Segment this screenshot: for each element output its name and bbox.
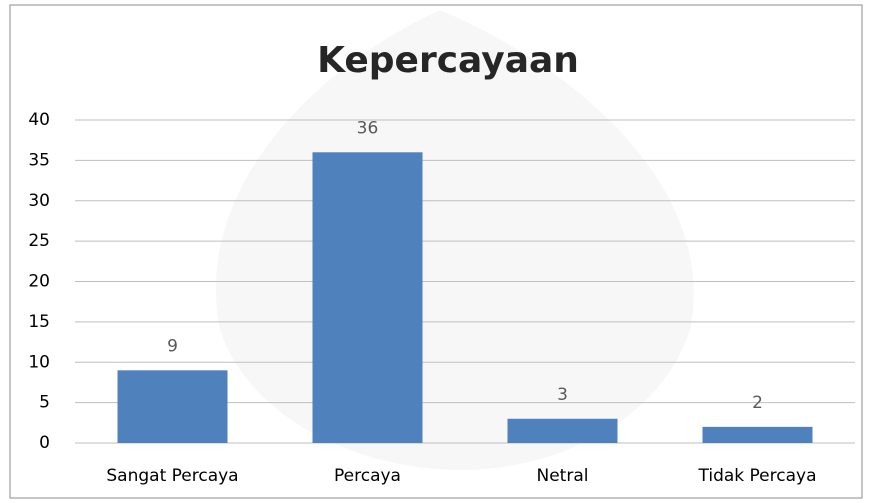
y-tick-label: 15	[28, 312, 50, 332]
y-tick-label: 35	[28, 150, 50, 170]
x-tick-label: Percaya	[334, 466, 401, 486]
value-label: 2	[752, 393, 763, 413]
bar	[117, 370, 228, 443]
x-tick-label: Tidak Percaya	[697, 466, 816, 486]
bar	[507, 418, 618, 443]
x-tick-label: Sangat Percaya	[106, 466, 238, 486]
value-label: 36	[357, 118, 379, 138]
y-tick-label: 0	[39, 433, 50, 453]
y-tick-label: 10	[28, 352, 50, 372]
y-tick-label: 40	[28, 110, 50, 130]
y-tick-label: 20	[28, 272, 50, 292]
value-label: 9	[167, 336, 178, 356]
y-tick-label: 30	[28, 191, 50, 211]
bar	[702, 426, 813, 443]
bar	[312, 152, 423, 444]
x-tick-label: Netral	[537, 466, 589, 486]
y-tick-label: 5	[39, 393, 50, 413]
value-label: 3	[557, 385, 568, 405]
y-tick-label: 25	[28, 231, 50, 251]
chart-title: Kepercayaan	[317, 40, 579, 81]
